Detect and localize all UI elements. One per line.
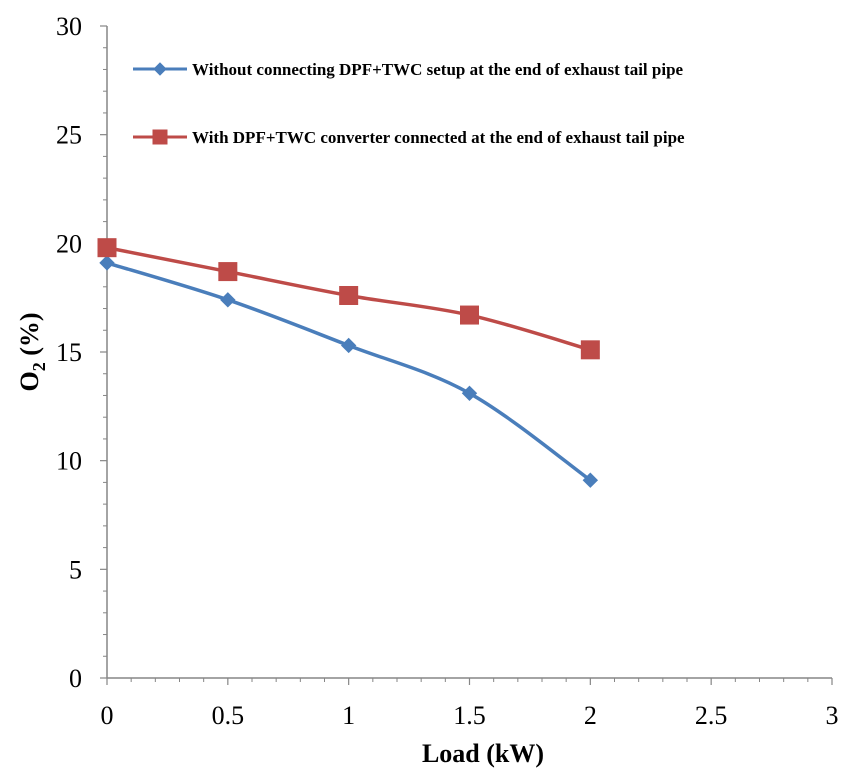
y-axis-title-subscript: 2 (29, 362, 49, 371)
y-tick-label: 5 (69, 555, 82, 584)
y-tick-label: 15 (56, 338, 82, 367)
axes (106, 26, 832, 679)
y-axis-title: O2 (%) (15, 312, 49, 391)
y-tick-label: 0 (69, 664, 82, 693)
data-point-diamond (461, 385, 478, 402)
data-point-square (218, 262, 238, 282)
y-tick-label: 25 (56, 121, 82, 150)
legend-entry: With DPF+TWC converter connected at the … (133, 128, 685, 147)
data-point-square (97, 238, 117, 258)
y-tick-label: 20 (56, 229, 82, 258)
legend-marker (152, 129, 168, 145)
data-point-diamond (582, 472, 599, 488)
data-point-diamond (340, 337, 357, 354)
data-point-square (460, 305, 479, 325)
series-1 (99, 255, 599, 488)
x-tick-label: 0 (101, 701, 114, 730)
legend-label: With DPF+TWC converter connected at the … (192, 128, 685, 147)
x-tick-label: 2 (584, 701, 597, 730)
data-point-diamond (99, 255, 115, 271)
data-point-square (339, 285, 359, 305)
data-point-square (580, 340, 600, 360)
y-axis-title-rest: (%) (15, 312, 44, 362)
legend-entry: Without connecting DPF+TWC setup at the … (133, 60, 684, 79)
x-axis-title: Load (kW) (422, 739, 544, 768)
y-tick-label: 10 (56, 447, 82, 476)
series-group (97, 238, 600, 488)
x-tick-label: 0.5 (212, 701, 245, 730)
y-tick-label: 30 (56, 12, 82, 41)
tick-labels: 0 5 10 15 20 25 30 0 0.5 1 1.5 2 2.5 3 (56, 12, 839, 730)
x-tick-label: 3 (826, 701, 839, 730)
x-tick-label: 2.5 (695, 701, 728, 730)
legend: Without connecting DPF+TWC setup at the … (133, 60, 685, 147)
legend-marker (153, 62, 167, 76)
ticks (100, 25, 833, 685)
series-2 (97, 238, 600, 360)
data-point-diamond (220, 292, 236, 308)
y-axis-title-main: O (15, 371, 44, 391)
legend-label: Without connecting DPF+TWC setup at the … (192, 60, 684, 79)
x-tick-label: 1.5 (453, 701, 486, 730)
x-tick-label: 1 (342, 701, 355, 730)
